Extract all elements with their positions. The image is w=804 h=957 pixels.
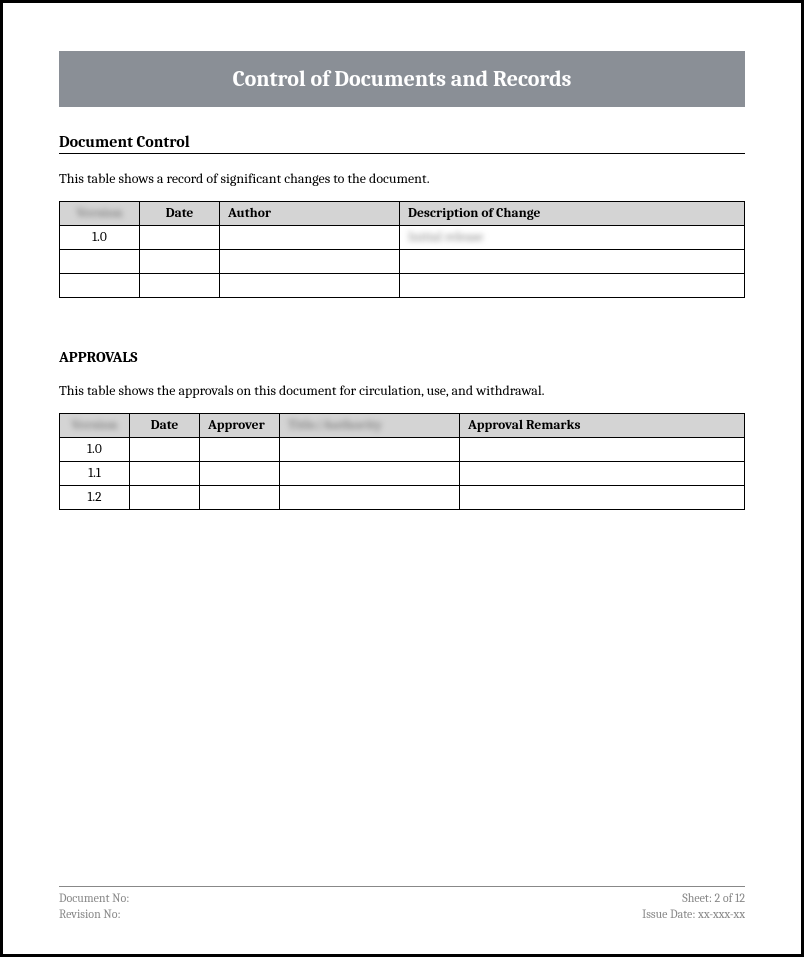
col-version: Version [60, 202, 140, 226]
cell-author [220, 250, 400, 274]
page-title: Control of Documents and Records [233, 66, 572, 92]
cell-desc [400, 274, 745, 298]
cell-version [60, 250, 140, 274]
cell-approver [200, 486, 280, 510]
table-row: 1.1 [60, 462, 745, 486]
table-header-row: Version Date Approver Title/Authority Ap… [60, 414, 745, 438]
doc-control-table: Version Date Author Description of Chang… [59, 201, 745, 298]
footer-right: Sheet: 2 of 12 Issue Date: xx-xxx-xx [642, 890, 745, 922]
table-header-row: Version Date Author Description of Chang… [60, 202, 745, 226]
col-version: Version [60, 414, 130, 438]
page-title-banner: Control of Documents and Records [59, 51, 745, 107]
table-row: 1.0 [60, 438, 745, 462]
cell-date [130, 462, 200, 486]
col-authority: Title/Authority [280, 414, 460, 438]
cell-author [220, 274, 400, 298]
cell-authority [280, 486, 460, 510]
cell-date [130, 438, 200, 462]
table-row: 1.0 Initial release [60, 226, 745, 250]
col-remarks: Approval Remarks [460, 414, 745, 438]
cell-date [130, 486, 200, 510]
section-desc-approvals: This table shows the approvals on this d… [59, 382, 745, 399]
cell-author [220, 226, 400, 250]
footer-issue-date: Issue Date: xx-xxx-xx [642, 906, 745, 922]
col-date: Date [130, 414, 200, 438]
table-row [60, 274, 745, 298]
col-approver: Approver [200, 414, 280, 438]
col-author: Author [220, 202, 400, 226]
cell-approver [200, 438, 280, 462]
cell-remarks [460, 438, 745, 462]
cell-version: 1.1 [60, 462, 130, 486]
table-row: 1.2 [60, 486, 745, 510]
cell-date [140, 226, 220, 250]
cell-remarks [460, 486, 745, 510]
cell-approver [200, 462, 280, 486]
cell-version: 1.2 [60, 486, 130, 510]
section-desc-doc-control: This table shows a record of significant… [59, 170, 745, 187]
footer-sheet: Sheet: 2 of 12 [642, 890, 745, 906]
page-footer: Document No: Revision No: Sheet: 2 of 12… [59, 886, 745, 922]
cell-date [140, 274, 220, 298]
document-page: Control of Documents and Records Documen… [0, 0, 804, 957]
cell-version [60, 274, 140, 298]
footer-left: Document No: Revision No: [59, 890, 129, 922]
table-row [60, 250, 745, 274]
cell-remarks [460, 462, 745, 486]
cell-date [140, 250, 220, 274]
cell-authority [280, 438, 460, 462]
cell-desc [400, 250, 745, 274]
approvals-table: Version Date Approver Title/Authority Ap… [59, 413, 745, 510]
cell-version: 1.0 [60, 438, 130, 462]
cell-authority [280, 462, 460, 486]
section-heading-approvals: APPROVALS [59, 348, 745, 366]
col-desc: Description of Change [400, 202, 745, 226]
footer-rev-no: Revision No: [59, 906, 129, 922]
cell-desc: Initial release [400, 226, 745, 250]
section-heading-doc-control: Document Control [59, 133, 745, 154]
cell-version: 1.0 [60, 226, 140, 250]
col-date: Date [140, 202, 220, 226]
footer-doc-no: Document No: [59, 890, 129, 906]
